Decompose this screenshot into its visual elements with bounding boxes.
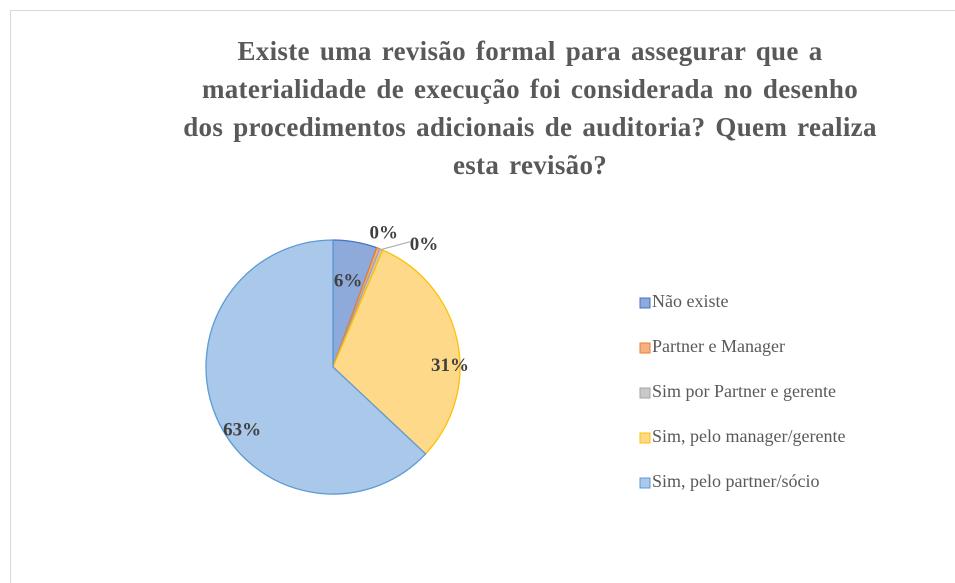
legend-label: Partner e Manager — [652, 336, 785, 356]
data-label: 0% — [369, 222, 398, 243]
data-label: 6% — [334, 270, 363, 291]
legend-swatch — [639, 432, 651, 444]
leader-line — [381, 241, 411, 250]
legend-label: Não existe — [652, 291, 728, 311]
pie-slice — [332, 249, 461, 455]
chart-title: Existe uma revisão formal para assegurar… — [183, 36, 877, 180]
data-label: 63% — [223, 420, 261, 441]
legend-swatch — [639, 342, 651, 354]
legend-swatch — [639, 477, 651, 489]
data-label: 0% — [410, 234, 439, 255]
chart-frame — [10, 10, 955, 583]
legend-label: Sim por Partner e gerente — [652, 381, 836, 401]
pie-slice — [205, 239, 427, 495]
legend-label: Sim, pelo partner/sócio — [652, 471, 819, 491]
legend-label: Sim, pelo manager/gerente — [652, 426, 845, 446]
legend-swatch — [639, 387, 651, 399]
data-label: 31% — [431, 355, 469, 376]
legend-swatch — [639, 297, 651, 309]
